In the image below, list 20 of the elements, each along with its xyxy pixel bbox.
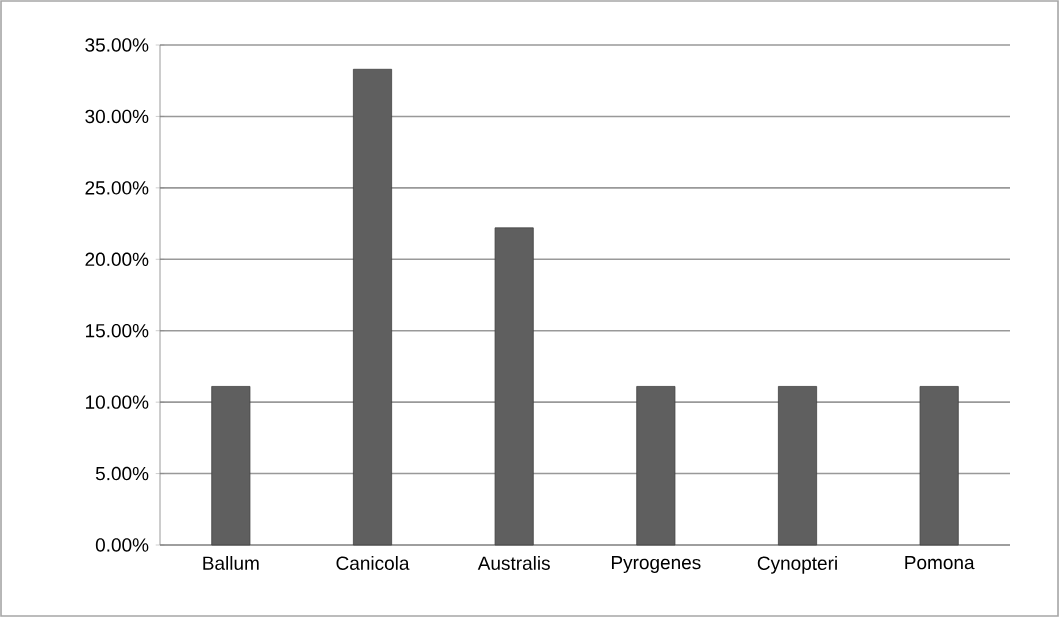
y-tick-label: 5.00% bbox=[95, 466, 149, 481]
x-tick-label: Pomona bbox=[905, 555, 975, 570]
x-tick-label: Cynopteri bbox=[757, 556, 837, 574]
bar bbox=[919, 386, 959, 546]
y-tick-label: 25.00% bbox=[85, 181, 149, 195]
x-tick-label: Canicola bbox=[336, 556, 410, 570]
bar bbox=[636, 386, 676, 546]
y-tick-label: 20.00% bbox=[85, 252, 149, 267]
y-tick-label: 30.00% bbox=[85, 109, 149, 124]
x-tick-label: Ballum bbox=[203, 556, 259, 570]
y-tick-label: 10.00% bbox=[86, 395, 149, 409]
y-tick-label: 15.00% bbox=[86, 323, 149, 338]
bar bbox=[494, 227, 534, 546]
y-tick-label: 35.00% bbox=[85, 38, 149, 52]
bar bbox=[211, 386, 251, 546]
x-tick-label: Australis bbox=[477, 556, 550, 570]
y-tick-label: 0.00% bbox=[95, 538, 149, 552]
bar bbox=[352, 68, 393, 546]
bar bbox=[777, 386, 818, 546]
x-tick-label: Pyrogenes bbox=[611, 555, 701, 574]
